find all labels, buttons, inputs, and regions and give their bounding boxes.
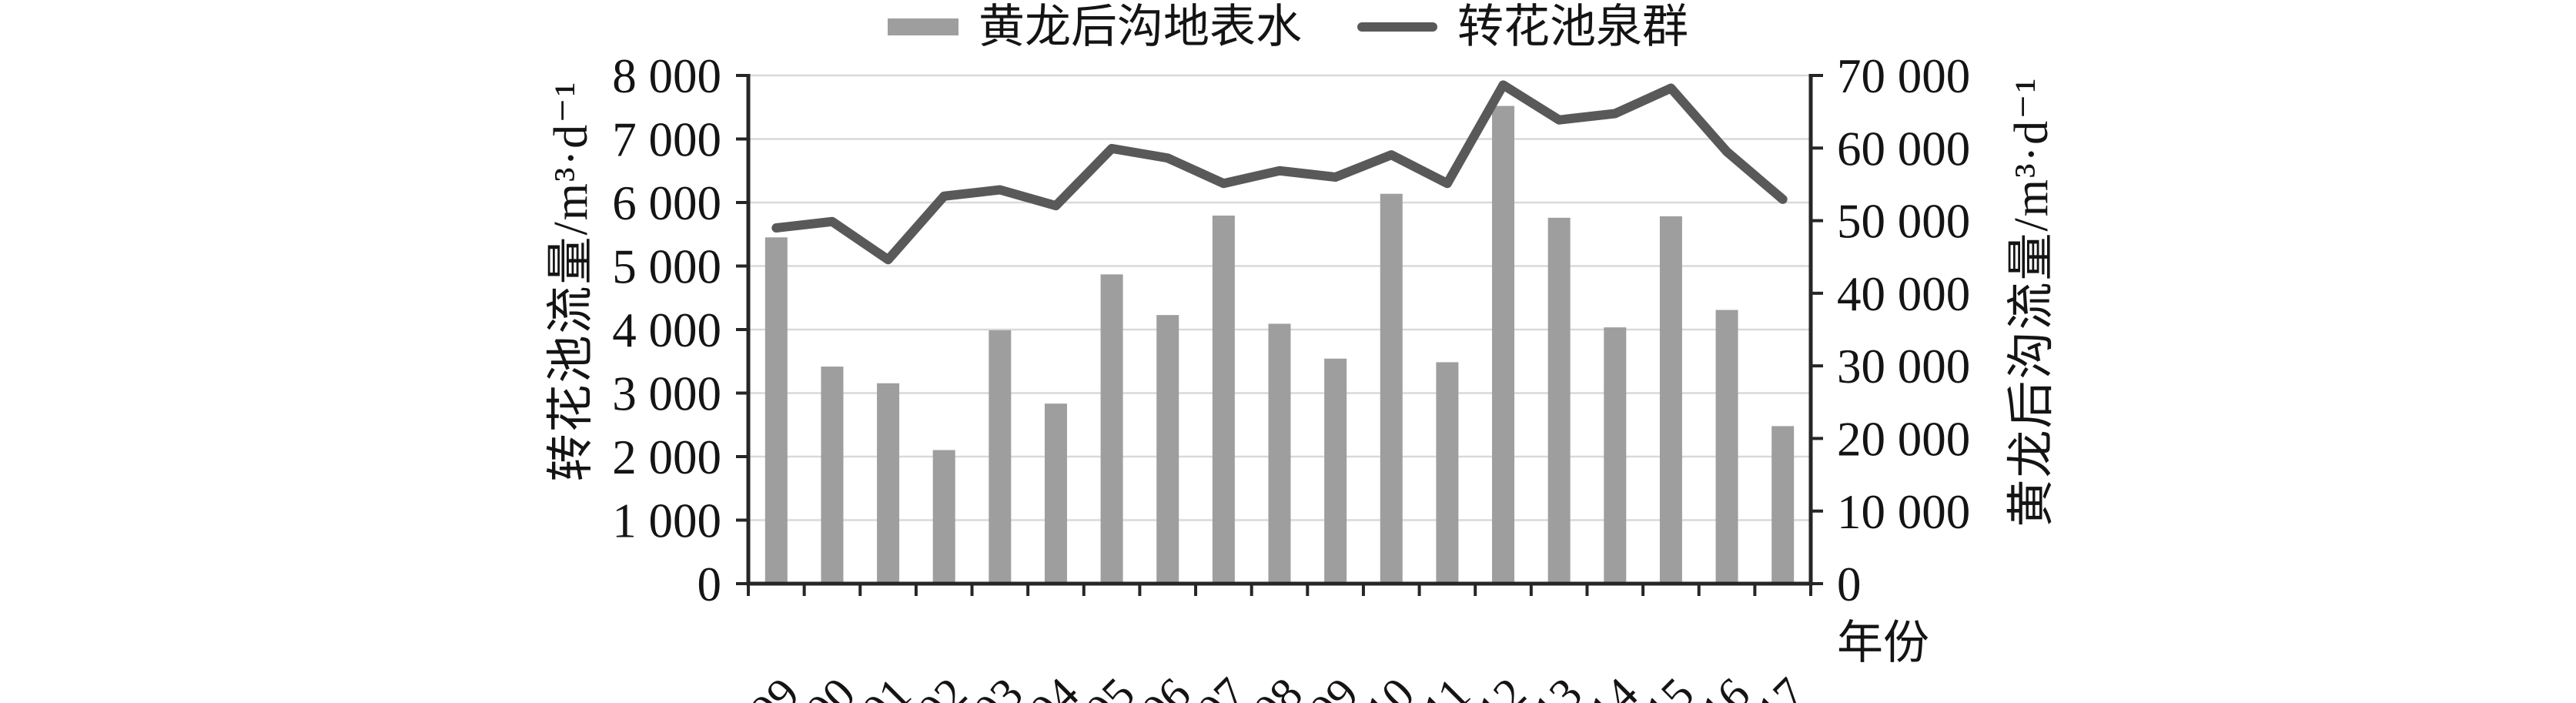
legend-label-spring-group: 转花池泉群 bbox=[1457, 2, 1688, 52]
bar-2009 bbox=[1324, 358, 1347, 584]
right-tick-label: 30 000 bbox=[1837, 340, 1970, 393]
bar-2000 bbox=[821, 367, 844, 584]
bar-2010 bbox=[1380, 193, 1403, 584]
legend: 黄龙后沟地表水 转花池泉群 bbox=[0, 2, 2576, 52]
bar-2017 bbox=[1771, 426, 1795, 584]
left-tick-label: 7 000 bbox=[612, 113, 721, 167]
left-tick-label: 2 000 bbox=[612, 430, 721, 484]
legend-bar-swatch bbox=[888, 18, 958, 35]
right-tick-label: 70 000 bbox=[1837, 49, 1970, 103]
bar-2007 bbox=[1212, 215, 1235, 584]
right-tick-label: 60 000 bbox=[1837, 122, 1970, 176]
right-tick-label: 50 000 bbox=[1837, 195, 1970, 249]
right-tick-label: 20 000 bbox=[1837, 412, 1970, 466]
left-tick-label: 3 000 bbox=[612, 367, 721, 421]
right-tick-label: 10 000 bbox=[1837, 485, 1970, 539]
right-tick-label: 0 bbox=[1837, 557, 1862, 611]
bar-2016 bbox=[1715, 310, 1738, 584]
bar-2015 bbox=[1659, 216, 1682, 584]
legend-label-surface-water: 黄龙后沟地表水 bbox=[979, 2, 1302, 52]
left-tick-label: 1 000 bbox=[612, 494, 721, 548]
right-tick-label: 40 000 bbox=[1837, 267, 1970, 321]
bar-2011 bbox=[1436, 362, 1459, 584]
spring-line bbox=[771, 80, 1788, 265]
left-tick-label: 8 000 bbox=[612, 49, 721, 103]
bar-2001 bbox=[877, 383, 900, 584]
legend-item-spring-group: 转花池泉群 bbox=[1357, 2, 1688, 52]
left-tick-label: 0 bbox=[698, 557, 722, 611]
bar-2002 bbox=[932, 450, 955, 584]
x-axis-title: 年份 bbox=[1837, 618, 1929, 668]
bar-2012 bbox=[1492, 105, 1515, 584]
left-tick-label: 6 000 bbox=[612, 176, 721, 230]
bar-2013 bbox=[1547, 217, 1571, 584]
bar-2006 bbox=[1156, 315, 1179, 584]
bar-2004 bbox=[1044, 403, 1067, 584]
legend-line-swatch bbox=[1357, 22, 1437, 32]
bar-1999 bbox=[764, 237, 788, 584]
bar-2005 bbox=[1100, 274, 1123, 584]
bar-2003 bbox=[989, 330, 1012, 584]
bar-2008 bbox=[1268, 323, 1291, 584]
legend-item-surface-water: 黄龙后沟地表水 bbox=[888, 2, 1302, 52]
left-tick-label: 5 000 bbox=[612, 240, 721, 294]
x-label-1999: 1999 bbox=[708, 668, 809, 703]
bar-2014 bbox=[1604, 327, 1627, 584]
left-tick-label: 4 000 bbox=[612, 303, 721, 357]
